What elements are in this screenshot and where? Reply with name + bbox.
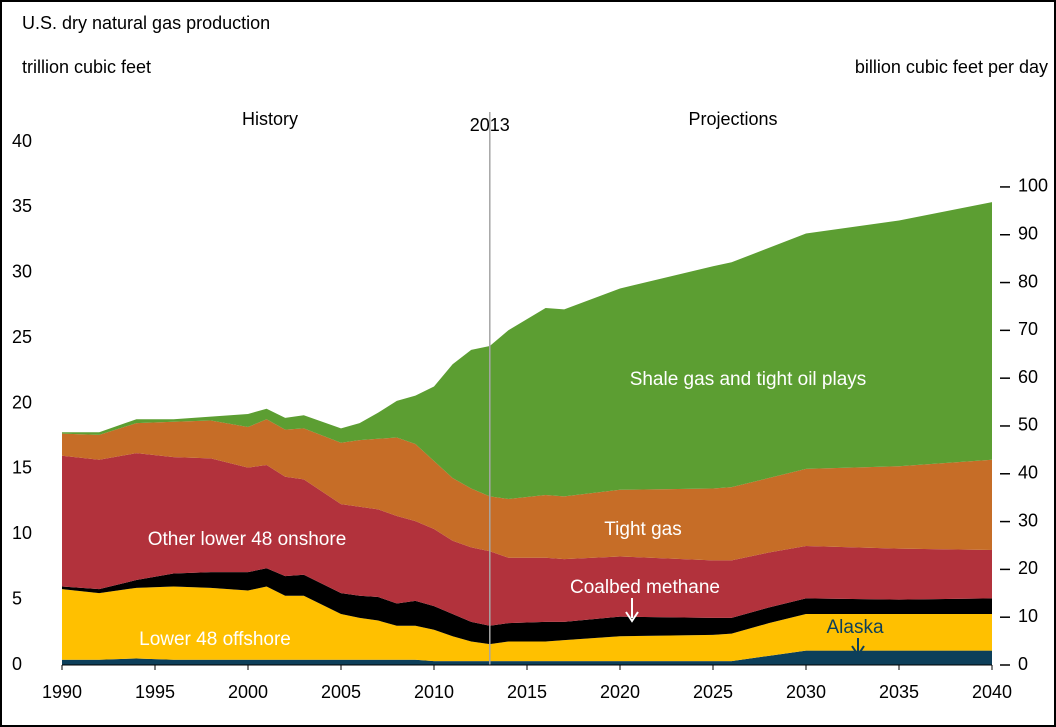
area bbox=[62, 419, 992, 561]
y2-tick-label: 30 bbox=[1018, 510, 1038, 530]
y-axis-label: trillion cubic feet bbox=[22, 57, 151, 77]
area bbox=[62, 650, 992, 665]
x-tick-label: 2020 bbox=[600, 682, 640, 702]
x-tick-label: 2000 bbox=[228, 682, 268, 702]
y2-tick-label: 0 bbox=[1018, 654, 1028, 674]
y-tick-label: 15 bbox=[12, 458, 32, 478]
y2-tick-label: 90 bbox=[1018, 223, 1038, 243]
x-tick-label: 1995 bbox=[135, 682, 175, 702]
y2-tick-label: 80 bbox=[1018, 271, 1038, 291]
y2-axis-label: billion cubic feet per day bbox=[855, 57, 1048, 77]
x-tick-label: 2035 bbox=[879, 682, 919, 702]
y-tick-label: 5 bbox=[12, 588, 22, 608]
series-label: Tight gas bbox=[604, 519, 681, 540]
arrow bbox=[851, 638, 865, 657]
y-tick-label: 30 bbox=[12, 262, 32, 282]
y-tick-label: 40 bbox=[12, 131, 32, 151]
area bbox=[62, 202, 992, 499]
arrow bbox=[625, 598, 639, 623]
y-tick-label: 35 bbox=[12, 196, 32, 216]
series-label: Shale gas and tight oil plays bbox=[630, 369, 867, 390]
y2-tick-label: 60 bbox=[1018, 367, 1038, 387]
chart-title: U.S. dry natural gas production bbox=[22, 13, 270, 33]
y2-tick-label: 10 bbox=[1018, 606, 1038, 626]
y2-tick-label: 70 bbox=[1018, 319, 1038, 339]
series-label: Other lower 48 onshore bbox=[148, 529, 347, 550]
x-tick-label: 2025 bbox=[693, 682, 733, 702]
x-tick-label: 2015 bbox=[507, 682, 547, 702]
y-tick-label: 0 bbox=[12, 654, 22, 674]
annotation: Projections bbox=[688, 109, 777, 129]
area bbox=[62, 453, 992, 626]
y2-tick-label: 100 bbox=[1018, 176, 1048, 196]
series-label: Coalbed methane bbox=[570, 577, 720, 598]
y-tick-label: 10 bbox=[12, 523, 32, 543]
series-label: Alaska bbox=[826, 617, 883, 638]
y2-tick-label: 40 bbox=[1018, 463, 1038, 483]
y-tick-label: 20 bbox=[12, 392, 32, 412]
area bbox=[62, 568, 992, 645]
y-tick-label: 25 bbox=[12, 327, 32, 347]
x-tick-label: 2010 bbox=[414, 682, 454, 702]
annotation: History bbox=[242, 109, 298, 129]
area bbox=[62, 586, 992, 662]
y2-tick-label: 50 bbox=[1018, 415, 1038, 435]
x-tick-label: 2040 bbox=[972, 682, 1012, 702]
x-tick-label: 1990 bbox=[42, 682, 82, 702]
x-tick-label: 2005 bbox=[321, 682, 361, 702]
y2-tick-label: 20 bbox=[1018, 558, 1038, 578]
x-tick-label: 2030 bbox=[786, 682, 826, 702]
series-label: Lower 48 offshore bbox=[139, 629, 291, 650]
divider-label: 2013 bbox=[470, 115, 510, 135]
